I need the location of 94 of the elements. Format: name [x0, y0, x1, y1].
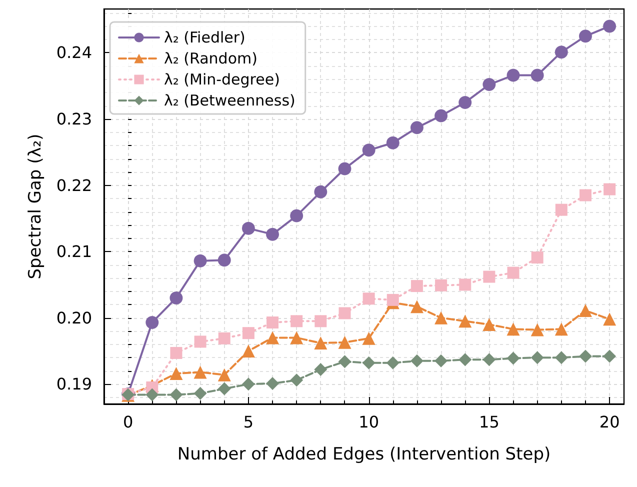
point [435, 279, 448, 292]
point [603, 350, 616, 363]
point [482, 353, 496, 366]
point [603, 312, 616, 326]
point [482, 318, 496, 331]
point [554, 46, 568, 59]
point [242, 327, 254, 340]
point [482, 78, 496, 92]
point [290, 209, 304, 222]
point [530, 323, 544, 336]
point [603, 20, 616, 33]
point [218, 254, 231, 267]
point [338, 162, 352, 176]
point [338, 307, 351, 320]
legend-label: λ₂ (Fiedler) [164, 28, 246, 46]
point [458, 314, 472, 328]
point [314, 363, 328, 376]
y-tick-label: 0.21 [56, 242, 92, 262]
point [290, 374, 304, 387]
point [194, 366, 207, 379]
point [434, 354, 448, 368]
point [170, 367, 183, 380]
point [170, 346, 182, 359]
point [314, 185, 328, 198]
point [290, 331, 304, 344]
point [579, 189, 592, 202]
point [362, 332, 376, 345]
point [266, 228, 280, 241]
x-tick-label: 15 [479, 412, 500, 432]
point [530, 68, 544, 82]
point [170, 388, 183, 402]
point [386, 356, 400, 370]
point [338, 355, 352, 368]
point [531, 252, 544, 264]
x-tick-label: 0 [122, 412, 134, 432]
point [604, 183, 616, 196]
point [314, 315, 327, 328]
point [242, 344, 255, 358]
point [266, 316, 279, 328]
point [507, 266, 520, 279]
point [218, 368, 231, 382]
point [194, 386, 207, 400]
point [530, 351, 544, 364]
point [266, 331, 280, 344]
x-tick-label: 5 [243, 412, 254, 432]
x-axis-title: Number of Added Edges (Intervention Step) [177, 444, 551, 464]
point [578, 30, 592, 43]
point [194, 336, 206, 348]
point [506, 322, 520, 336]
point [483, 270, 496, 283]
point [170, 291, 183, 304]
legend-label: λ₂ (Random) [164, 50, 258, 68]
point [146, 316, 159, 329]
point [386, 136, 400, 150]
point [434, 109, 448, 122]
point [554, 351, 568, 364]
point [410, 300, 424, 314]
point [555, 204, 568, 216]
y-axis-title: Spectral Gap (λ₂) [26, 134, 46, 280]
y-tick-label: 0.19 [56, 374, 92, 394]
point [458, 96, 472, 109]
point [218, 332, 230, 344]
legend-label: λ₂ (Betweenness) [164, 92, 296, 110]
point [362, 356, 376, 370]
y-tick-label: 0.20 [56, 308, 92, 328]
point [266, 376, 280, 390]
point [578, 304, 592, 318]
y-tick-label: 0.23 [56, 110, 92, 129]
x-tick-label: 20 [599, 412, 620, 432]
legend-label: λ₂ (Min-degree) [164, 70, 280, 88]
point [506, 352, 520, 365]
point [459, 278, 472, 291]
point [242, 378, 255, 391]
point [506, 68, 520, 82]
point [290, 315, 303, 328]
x-tick-label: 10 [358, 412, 379, 432]
point [242, 222, 255, 235]
point [338, 336, 352, 349]
point [314, 336, 328, 350]
point [410, 280, 423, 292]
point [410, 354, 424, 368]
point [410, 121, 424, 134]
point [578, 350, 592, 363]
point [434, 311, 448, 324]
point [146, 388, 159, 402]
point [554, 322, 568, 336]
point [362, 144, 376, 157]
point [458, 353, 472, 366]
y-tick-label: 0.22 [56, 176, 92, 195]
point [194, 254, 207, 268]
point [362, 292, 375, 305]
y-tick-label: 0.24 [56, 43, 92, 62]
point [218, 382, 231, 396]
point [386, 294, 399, 306]
